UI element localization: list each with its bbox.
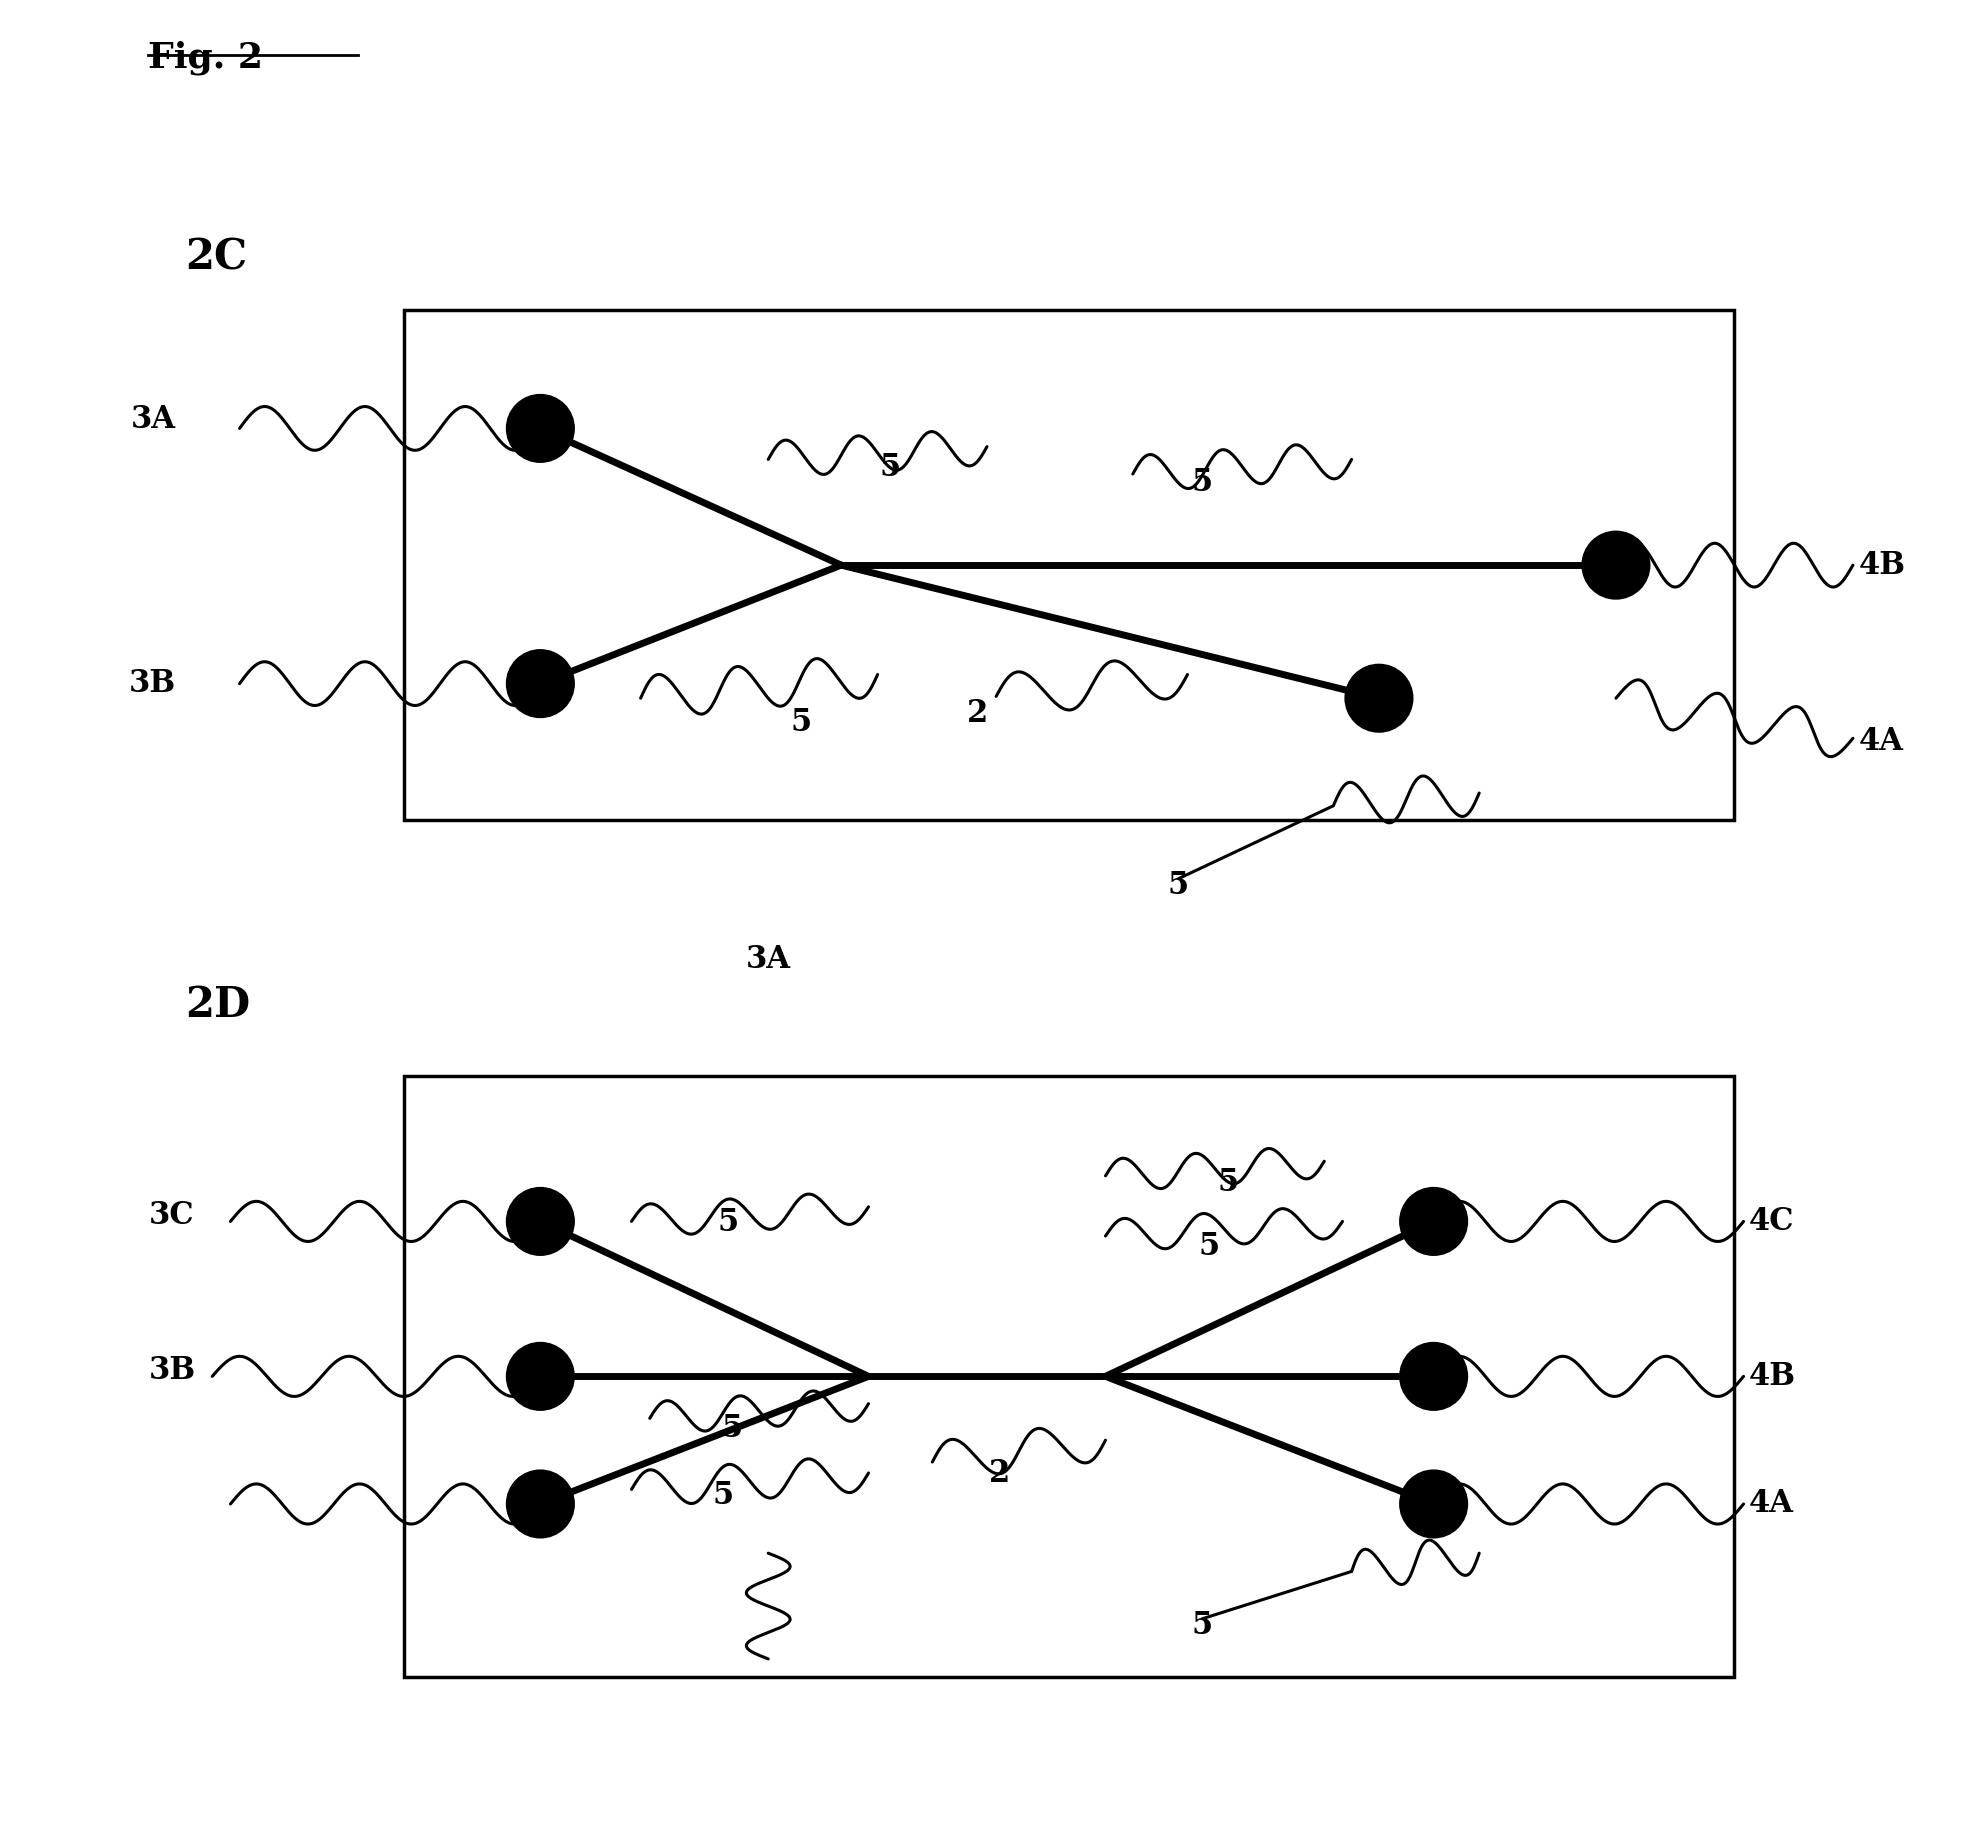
Text: 5: 5 <box>1192 1610 1211 1641</box>
Bar <box>402 310 1734 820</box>
Text: 4A: 4A <box>1748 1488 1793 1520</box>
Text: 5: 5 <box>712 1480 732 1511</box>
Text: 4B: 4B <box>1748 1360 1795 1393</box>
Text: 5: 5 <box>720 1413 742 1444</box>
Text: 3A: 3A <box>130 403 176 436</box>
Text: 4A: 4A <box>1857 726 1902 758</box>
Circle shape <box>507 651 572 716</box>
Text: 2: 2 <box>967 698 988 729</box>
Text: 5: 5 <box>880 452 900 483</box>
Text: 3B: 3B <box>128 667 176 700</box>
Circle shape <box>1401 1189 1466 1254</box>
Circle shape <box>1401 1471 1466 1537</box>
Text: 5: 5 <box>718 1207 738 1238</box>
Circle shape <box>1346 665 1411 731</box>
Text: 5: 5 <box>1168 870 1188 901</box>
Text: 3A: 3A <box>746 944 791 975</box>
Text: 5: 5 <box>1192 467 1211 498</box>
Text: 4C: 4C <box>1748 1205 1793 1238</box>
Circle shape <box>1582 532 1647 598</box>
Bar <box>402 1076 1734 1677</box>
Text: 5: 5 <box>789 707 811 738</box>
Text: 3B: 3B <box>148 1354 195 1387</box>
Text: Fig. 2: Fig. 2 <box>148 40 262 75</box>
Circle shape <box>1401 1344 1466 1409</box>
Text: 5: 5 <box>1198 1231 1219 1262</box>
Circle shape <box>507 1189 572 1254</box>
Text: 4B: 4B <box>1857 549 1904 582</box>
Circle shape <box>507 1344 572 1409</box>
Text: 3C: 3C <box>148 1200 193 1232</box>
Text: 2: 2 <box>988 1458 1010 1489</box>
Text: 2C: 2C <box>185 237 247 279</box>
Circle shape <box>507 1471 572 1537</box>
Circle shape <box>507 396 572 461</box>
Text: 5: 5 <box>1217 1167 1237 1198</box>
Text: 2D: 2D <box>185 984 251 1026</box>
